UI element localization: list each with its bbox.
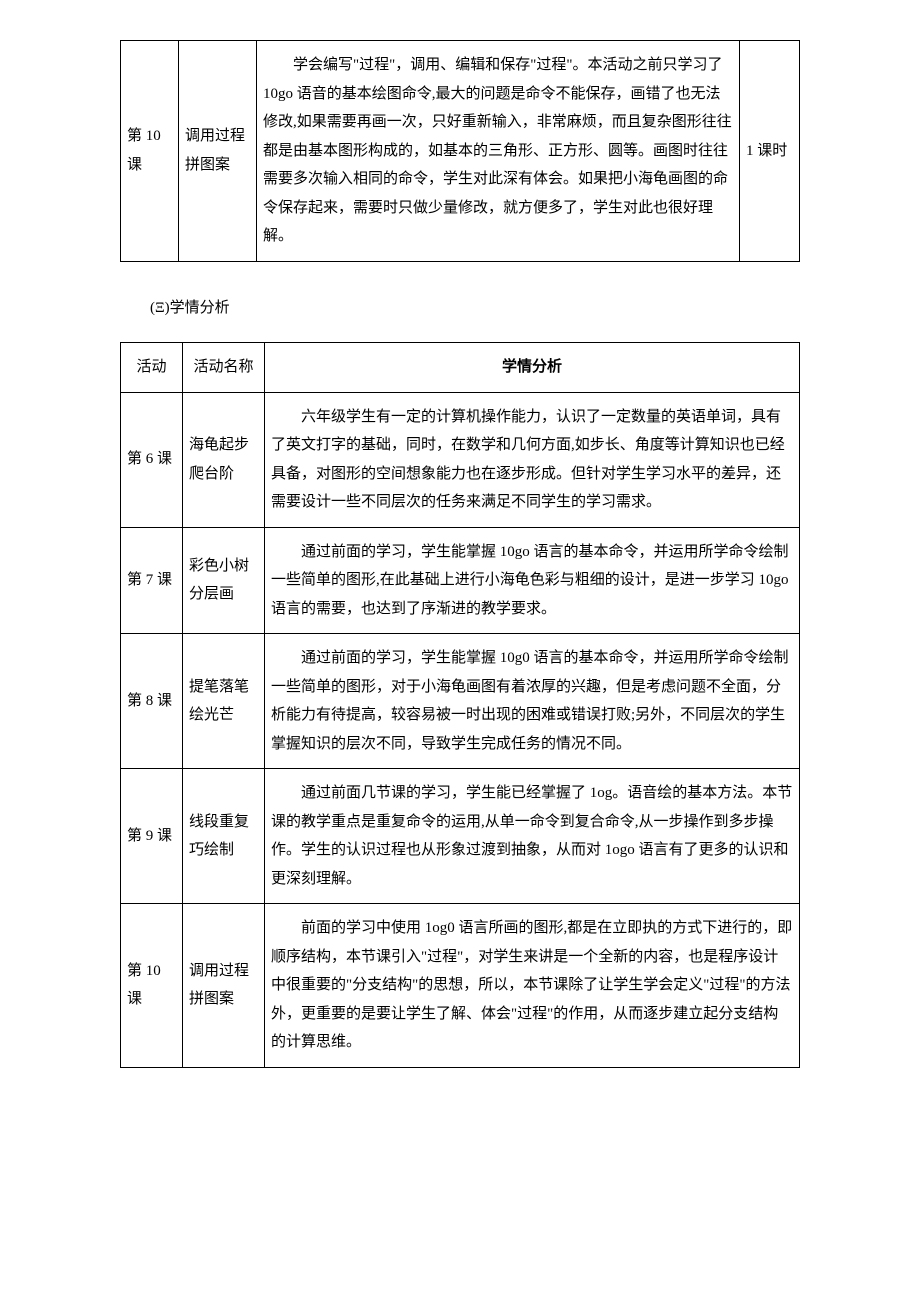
activity-cell: 第 10 课: [121, 904, 183, 1068]
name-cell: 提笔落笔绘光芒: [183, 634, 265, 769]
page-container: 第 10 课 调用过程拼图案 学会编写"过程"，调用、编辑和保存"过程"。本活动…: [0, 0, 920, 1148]
activity-cell: 第 6 课: [121, 392, 183, 527]
analysis-table: 活动 活动名称 学情分析 第 6 课 海龟起步爬台阶 六年级学生有一定的计算机操…: [120, 342, 800, 1068]
analysis-cell: 前面的学习中使用 1og0 语言所画的图形,都是在立即执的方式下进行的，即顺序结…: [265, 904, 800, 1068]
analysis-text: 六年级学生有一定的计算机操作能力，认识了一定数量的英语单词，具有了英文打字的基础…: [271, 403, 793, 517]
activity-cell: 第 9 课: [121, 769, 183, 904]
header-activity: 活动: [121, 343, 183, 393]
table-row: 第 7 课 彩色小树分层画 通过前面的学习，学生能掌握 10go 语言的基本命令…: [121, 527, 800, 634]
hours-cell: 1 课时: [740, 41, 800, 262]
name-cell: 海龟起步爬台阶: [183, 392, 265, 527]
header-name: 活动名称: [183, 343, 265, 393]
table-row: 第 6 课 海龟起步爬台阶 六年级学生有一定的计算机操作能力，认识了一定数量的英…: [121, 392, 800, 527]
name-cell: 调用过程拼图案: [179, 41, 257, 262]
name-cell: 线段重复巧绘制: [183, 769, 265, 904]
table-row: 第 9 课 线段重复巧绘制 通过前面几节课的学习，学生能已经掌握了 1og。语音…: [121, 769, 800, 904]
table-row: 第 10 课 调用过程拼图案 学会编写"过程"，调用、编辑和保存"过程"。本活动…: [121, 41, 800, 262]
table-row: 第 10 课 调用过程拼图案 前面的学习中使用 1og0 语言所画的图形,都是在…: [121, 904, 800, 1068]
description-cell: 学会编写"过程"，调用、编辑和保存"过程"。本活动之前只学习了 10go 语音的…: [257, 41, 740, 262]
analysis-cell: 六年级学生有一定的计算机操作能力，认识了一定数量的英语单词，具有了英文打字的基础…: [265, 392, 800, 527]
table-header-row: 活动 活动名称 学情分析: [121, 343, 800, 393]
analysis-cell: 通过前面几节课的学习，学生能已经掌握了 1og。语音绘的基本方法。本节课的教学重…: [265, 769, 800, 904]
analysis-text: 通过前面的学习，学生能掌握 10g0 语言的基本命令，并运用所学命令绘制一些简单…: [271, 644, 793, 758]
activity-cell: 第 10 课: [121, 41, 179, 262]
analysis-cell: 通过前面的学习，学生能掌握 10go 语言的基本命令，并运用所学命令绘制一些简单…: [265, 527, 800, 634]
section-title: (Ξ)学情分析: [150, 294, 800, 323]
table-row: 第 8 课 提笔落笔绘光芒 通过前面的学习，学生能掌握 10g0 语言的基本命令…: [121, 634, 800, 769]
analysis-text: 通过前面的学习，学生能掌握 10go 语言的基本命令，并运用所学命令绘制一些简单…: [271, 538, 793, 624]
analysis-text: 通过前面几节课的学习，学生能已经掌握了 1og。语音绘的基本方法。本节课的教学重…: [271, 779, 793, 893]
description-text: 学会编写"过程"，调用、编辑和保存"过程"。本活动之前只学习了 10go 语音的…: [263, 51, 733, 251]
name-cell: 彩色小树分层画: [183, 527, 265, 634]
activity-cell: 第 7 课: [121, 527, 183, 634]
analysis-cell: 通过前面的学习，学生能掌握 10g0 语言的基本命令，并运用所学命令绘制一些简单…: [265, 634, 800, 769]
name-cell: 调用过程拼图案: [183, 904, 265, 1068]
header-analysis: 学情分析: [265, 343, 800, 393]
activity-cell: 第 8 课: [121, 634, 183, 769]
content-table-1: 第 10 课 调用过程拼图案 学会编写"过程"，调用、编辑和保存"过程"。本活动…: [120, 40, 800, 262]
analysis-text: 前面的学习中使用 1og0 语言所画的图形,都是在立即执的方式下进行的，即顺序结…: [271, 914, 793, 1057]
